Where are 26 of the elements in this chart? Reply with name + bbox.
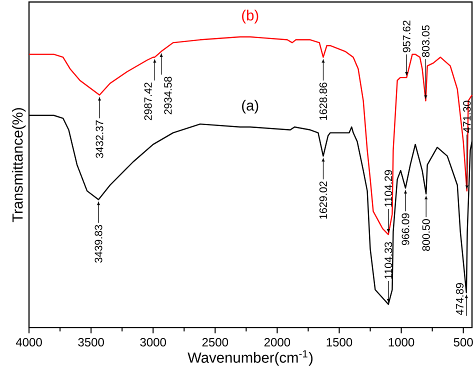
annotation: 1628.86: [319, 82, 327, 120]
annotation: 803.05: [422, 26, 430, 58]
x-tick-label: 1500: [326, 338, 352, 347]
annotation: 1104.29: [384, 170, 392, 207]
annotation: 1104.33: [384, 242, 392, 279]
series-label: (a): [242, 100, 258, 114]
annotation: 2987.42: [144, 82, 152, 120]
annotation: 2934.58: [164, 76, 172, 115]
annotation: 1629.02: [319, 182, 327, 219]
annotation: 471.30: [463, 100, 471, 133]
annotation: 3432.37: [96, 120, 104, 158]
annotation: 966.09: [402, 214, 410, 246]
x-tick-label: 3500: [78, 338, 104, 347]
x-axis-title: Wavenumber(cm$^{-1}$): [188, 350, 313, 366]
x-tick-label: 2000: [264, 338, 290, 347]
series-label: (b): [242, 10, 258, 24]
annotation: 957.62: [402, 20, 410, 52]
x-tick-label: 500: [454, 338, 473, 347]
annotation: 474.89: [456, 283, 464, 316]
annotation: 3439.83: [94, 225, 102, 263]
x-tick-label: 4000: [16, 338, 42, 347]
x-tick-label: 3000: [140, 338, 166, 347]
x-tick-label: 2500: [202, 338, 228, 347]
y-axis-title: Transmittance(%): [12, 108, 26, 222]
x-tick-label: 1000: [388, 338, 414, 347]
annotation: 800.50: [422, 219, 430, 252]
